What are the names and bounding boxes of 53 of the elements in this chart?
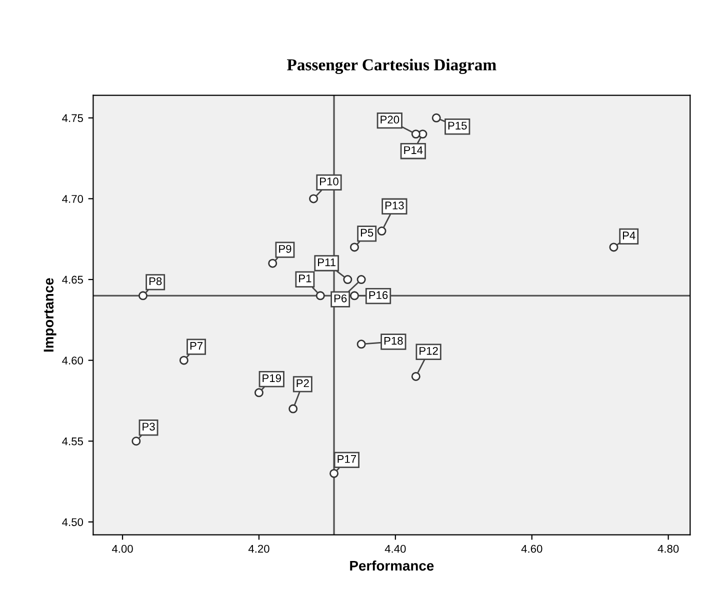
annotation: P17 [338, 455, 356, 463]
annotation: P3 [142, 422, 155, 431]
chart-title: Passenger Cartesius Diagram [287, 58, 496, 74]
point [356, 340, 366, 349]
annotation: P11 [318, 258, 336, 266]
annotation: P13 [385, 202, 404, 210]
point [138, 291, 148, 300]
point [316, 291, 325, 300]
x-tick-label: 4.20 [248, 544, 270, 553]
x-tick-label: 4.40 [384, 544, 406, 553]
annotation: P12 [420, 346, 438, 355]
annotation: P5 [360, 228, 374, 237]
annotation: P10 [320, 178, 338, 186]
y-tick-label: 4.65 [62, 276, 83, 284]
x-tick-label: 4.60 [521, 544, 542, 553]
x-axis-title: Performance [350, 560, 434, 571]
point [411, 372, 420, 381]
point [288, 404, 298, 414]
y-tick-label: 4.60 [62, 356, 84, 364]
point [132, 436, 141, 446]
x-tick-label: 4.00 [112, 544, 133, 553]
annotation: P16 [369, 291, 388, 300]
annotation: P18 [384, 336, 403, 345]
point [609, 242, 618, 252]
point [268, 258, 278, 268]
annotation: P1 [299, 274, 312, 282]
point [411, 130, 420, 139]
annotation: P8 [149, 277, 162, 286]
point [179, 356, 188, 365]
annotation: P6 [334, 294, 347, 302]
annotation: P9 [279, 244, 292, 253]
annotation: P4 [622, 232, 636, 240]
annotation: P2 [296, 379, 309, 388]
point [343, 275, 352, 284]
x-tick-label: 4.80 [658, 544, 679, 553]
annotation: P14 [404, 146, 423, 154]
point [432, 113, 441, 122]
annotation: P7 [190, 342, 203, 350]
annotation: P19 [262, 374, 281, 382]
point [356, 275, 366, 284]
annotation: P20 [380, 116, 400, 124]
y-tick-label: 4.70 [62, 194, 84, 203]
annotation: P15 [448, 122, 467, 130]
y-tick-label: 4.50 [62, 518, 84, 526]
y-tick-label: 4.75 [62, 114, 83, 122]
y-tick-label: 4.55 [62, 438, 83, 446]
point [330, 468, 339, 478]
point [377, 226, 386, 236]
point [254, 388, 264, 398]
point [350, 242, 359, 252]
y-axis-title: Importance [44, 278, 56, 352]
point [309, 194, 318, 204]
point [350, 291, 359, 300]
